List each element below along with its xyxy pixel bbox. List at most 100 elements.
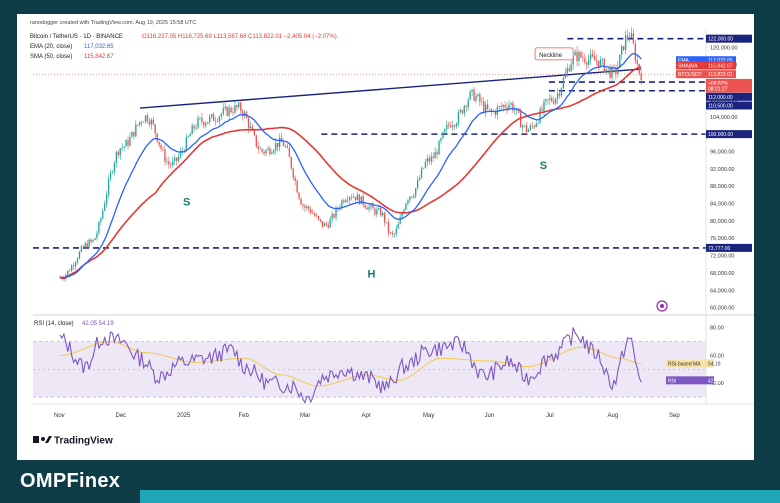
time-tick-label: May	[423, 413, 434, 419]
candle-body	[636, 60, 638, 65]
candle-body	[432, 156, 434, 159]
candle-body	[564, 73, 567, 79]
candle-body	[189, 133, 191, 137]
candle-body	[514, 110, 516, 111]
candle-body	[537, 122, 539, 124]
candle-body	[486, 104, 489, 110]
candle-body	[403, 209, 405, 214]
candle-body	[502, 105, 504, 107]
candle-body	[416, 180, 419, 189]
time-tick-label: Jul	[546, 413, 554, 419]
price-tag	[706, 78, 752, 87]
candle-body	[387, 222, 390, 233]
candle-body	[133, 131, 135, 137]
candle-body	[401, 213, 403, 217]
candle-body	[80, 246, 83, 252]
time-tick-label: Dec	[116, 413, 127, 419]
candle-body	[591, 54, 594, 57]
candle-body	[109, 172, 112, 179]
candle-body	[381, 212, 384, 216]
candle-body	[273, 150, 275, 153]
candle-body	[261, 148, 263, 152]
candle-body	[638, 64, 640, 74]
candle-body	[321, 220, 324, 227]
candle-body	[603, 58, 605, 73]
candle-body	[632, 33, 635, 44]
candle-body	[102, 210, 104, 219]
candle-body	[446, 124, 448, 130]
candle-body	[521, 125, 524, 128]
candle-body	[210, 114, 213, 117]
price-tag-label: BTCUSDT	[678, 72, 702, 78]
candle-body	[391, 232, 394, 235]
candle-body	[621, 46, 623, 55]
candle-body	[415, 188, 417, 196]
candle-body	[125, 140, 127, 147]
candle-body	[358, 194, 361, 204]
candle-body	[409, 196, 411, 201]
candle-body	[426, 157, 429, 163]
candle-body	[560, 88, 563, 96]
candle-body	[490, 109, 493, 112]
candle-body	[498, 106, 500, 108]
candle-body	[228, 107, 230, 116]
price-tag-label: EMA	[678, 58, 690, 64]
candle-body	[253, 130, 256, 136]
price-tick-label: 88,000.00	[710, 184, 734, 190]
candle-body	[354, 196, 357, 201]
candle-body	[523, 125, 526, 126]
candle-body	[395, 228, 397, 234]
candle-body	[168, 161, 170, 165]
price-tag-label: 122,000.00	[708, 37, 733, 43]
candle-body	[463, 106, 465, 114]
candle-body	[558, 93, 561, 96]
candle-body	[547, 99, 549, 100]
price-pane: S H S Neckline	[33, 27, 706, 282]
candle-body	[222, 108, 224, 114]
candle-body	[208, 116, 211, 123]
candle-body	[308, 206, 310, 210]
candle-body	[172, 161, 174, 166]
candle-body	[154, 124, 156, 134]
candle-body	[104, 203, 106, 211]
candle-body	[628, 37, 631, 38]
candle-body	[259, 148, 261, 150]
candle-body	[294, 177, 296, 181]
pattern-label: H	[368, 268, 376, 280]
candle-body	[584, 58, 586, 63]
candle-body	[224, 106, 226, 109]
axes: 60,000.00 64,000.00 68,000.00 72,000.00 76,0…	[33, 30, 754, 419]
candle-body	[434, 151, 436, 159]
sma-value: 115,842.67	[84, 54, 114, 60]
candle-body	[135, 124, 137, 137]
price-tag	[706, 130, 752, 139]
candle-body	[599, 59, 602, 67]
candle-body	[475, 96, 477, 101]
candle-body	[78, 251, 81, 259]
candle-body	[471, 89, 473, 92]
candle-body	[70, 265, 73, 272]
candle-body	[527, 129, 530, 132]
candle-body	[451, 125, 454, 128]
candle-body	[207, 122, 209, 124]
rsi-tick-label: 40.00	[710, 381, 724, 387]
candle-body	[444, 129, 446, 133]
price-tick-label: 68,000.00	[710, 271, 734, 277]
candle-body	[214, 120, 217, 122]
candle-body	[442, 132, 444, 139]
candle-body	[545, 99, 547, 102]
candle-body	[247, 118, 250, 129]
candle-body	[397, 223, 399, 229]
candle-body	[562, 78, 565, 89]
candle-body	[205, 123, 207, 126]
candle-body	[197, 118, 199, 128]
candle-body	[481, 101, 483, 103]
rsi-tag-label: RSI-based MA	[668, 362, 701, 368]
candle-body	[551, 97, 553, 102]
candle-body	[265, 150, 267, 154]
candle-body	[380, 207, 382, 216]
candle-body	[278, 137, 281, 148]
rsi-ma-line	[59, 341, 642, 387]
candle-body	[626, 35, 629, 38]
candle-body	[300, 198, 302, 205]
